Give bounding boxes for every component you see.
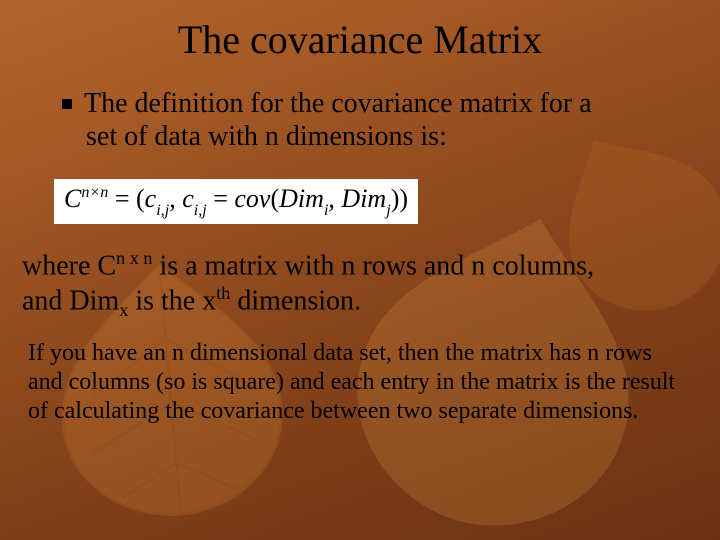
bullet-icon xyxy=(62,99,72,109)
where-e: dimension. xyxy=(230,285,361,316)
formula-dimj: Dim xyxy=(341,184,386,213)
where-a: where C xyxy=(22,251,116,282)
covariance-formula: Cn×n = (ci,j, ci,j = cov(Dimi, Dimj)) xyxy=(54,179,418,224)
where-b: is a matrix with n rows and n columns, xyxy=(152,251,594,282)
slide-content: The covariance Matrix The definition for… xyxy=(0,0,720,425)
formula-cov: cov xyxy=(234,184,270,213)
formula-c1: c xyxy=(145,184,157,213)
where-c: and Dim xyxy=(22,285,119,316)
formula-dimi: Dim xyxy=(279,184,324,213)
formula-comma: , xyxy=(328,184,341,213)
definition-line-2: set of data with n dimensions is: xyxy=(86,121,447,152)
formula-dimi-sub: i xyxy=(324,202,328,219)
where-th: th xyxy=(216,283,230,303)
definition-text: The definition for the covariance matrix… xyxy=(0,75,720,161)
formula-eq-open: = ( xyxy=(108,184,144,213)
formula-eq2: = xyxy=(207,184,235,213)
formula-c1-sub: i,j xyxy=(156,202,169,219)
definition-line-1: The definition for the covariance matrix… xyxy=(84,88,592,119)
formula-c2: c xyxy=(182,184,194,213)
where-d: is the x xyxy=(128,285,216,316)
formula-C: C xyxy=(64,184,81,213)
formula-open: ( xyxy=(270,184,279,213)
formula-close: )) xyxy=(391,184,408,213)
where-text: where Cn x n is a matrix with n rows and… xyxy=(0,242,720,321)
formula-mid: , xyxy=(169,184,182,213)
formula-c2-sub: i,j xyxy=(194,202,207,219)
slide: The covariance Matrix The definition for… xyxy=(0,0,720,540)
slide-title: The covariance Matrix xyxy=(0,0,720,75)
explanation-text: If you have an n dimensional data set, t… xyxy=(0,321,720,425)
where-sub: x xyxy=(119,299,128,319)
formula-dimj-sub: j xyxy=(386,202,390,219)
formula-C-sup: n×n xyxy=(81,184,108,201)
where-sup: n x n xyxy=(116,248,152,268)
